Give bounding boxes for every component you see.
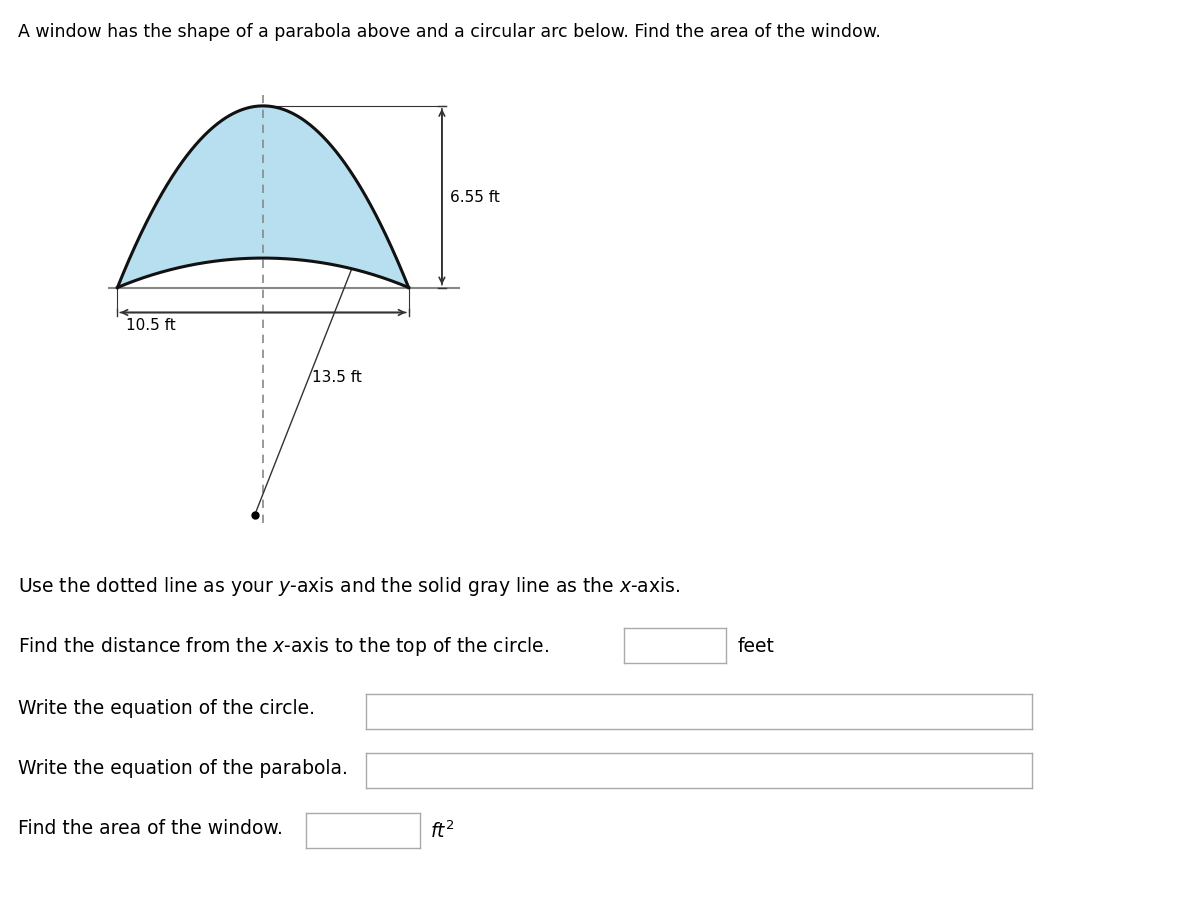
Text: 13.5 ft: 13.5 ft: [312, 369, 361, 384]
Text: 6.55 ft: 6.55 ft: [450, 190, 500, 205]
Text: Write the equation of the parabola.: Write the equation of the parabola.: [18, 758, 348, 777]
Text: Find the distance from the $x$-axis to the top of the circle.: Find the distance from the $x$-axis to t…: [18, 634, 550, 657]
Text: Find the area of the window.: Find the area of the window.: [18, 818, 283, 837]
Text: Write the equation of the circle.: Write the equation of the circle.: [18, 698, 314, 718]
Text: feet: feet: [738, 637, 775, 655]
Text: Use the dotted line as your $y$-axis and the solid gray line as the $x$-axis.: Use the dotted line as your $y$-axis and…: [18, 574, 680, 597]
Text: A window has the shape of a parabola above and a circular arc below. Find the ar: A window has the shape of a parabola abo…: [18, 23, 881, 41]
Polygon shape: [118, 107, 409, 289]
Text: $ft^2$: $ft^2$: [430, 820, 454, 842]
Text: 10.5 ft: 10.5 ft: [126, 317, 175, 333]
